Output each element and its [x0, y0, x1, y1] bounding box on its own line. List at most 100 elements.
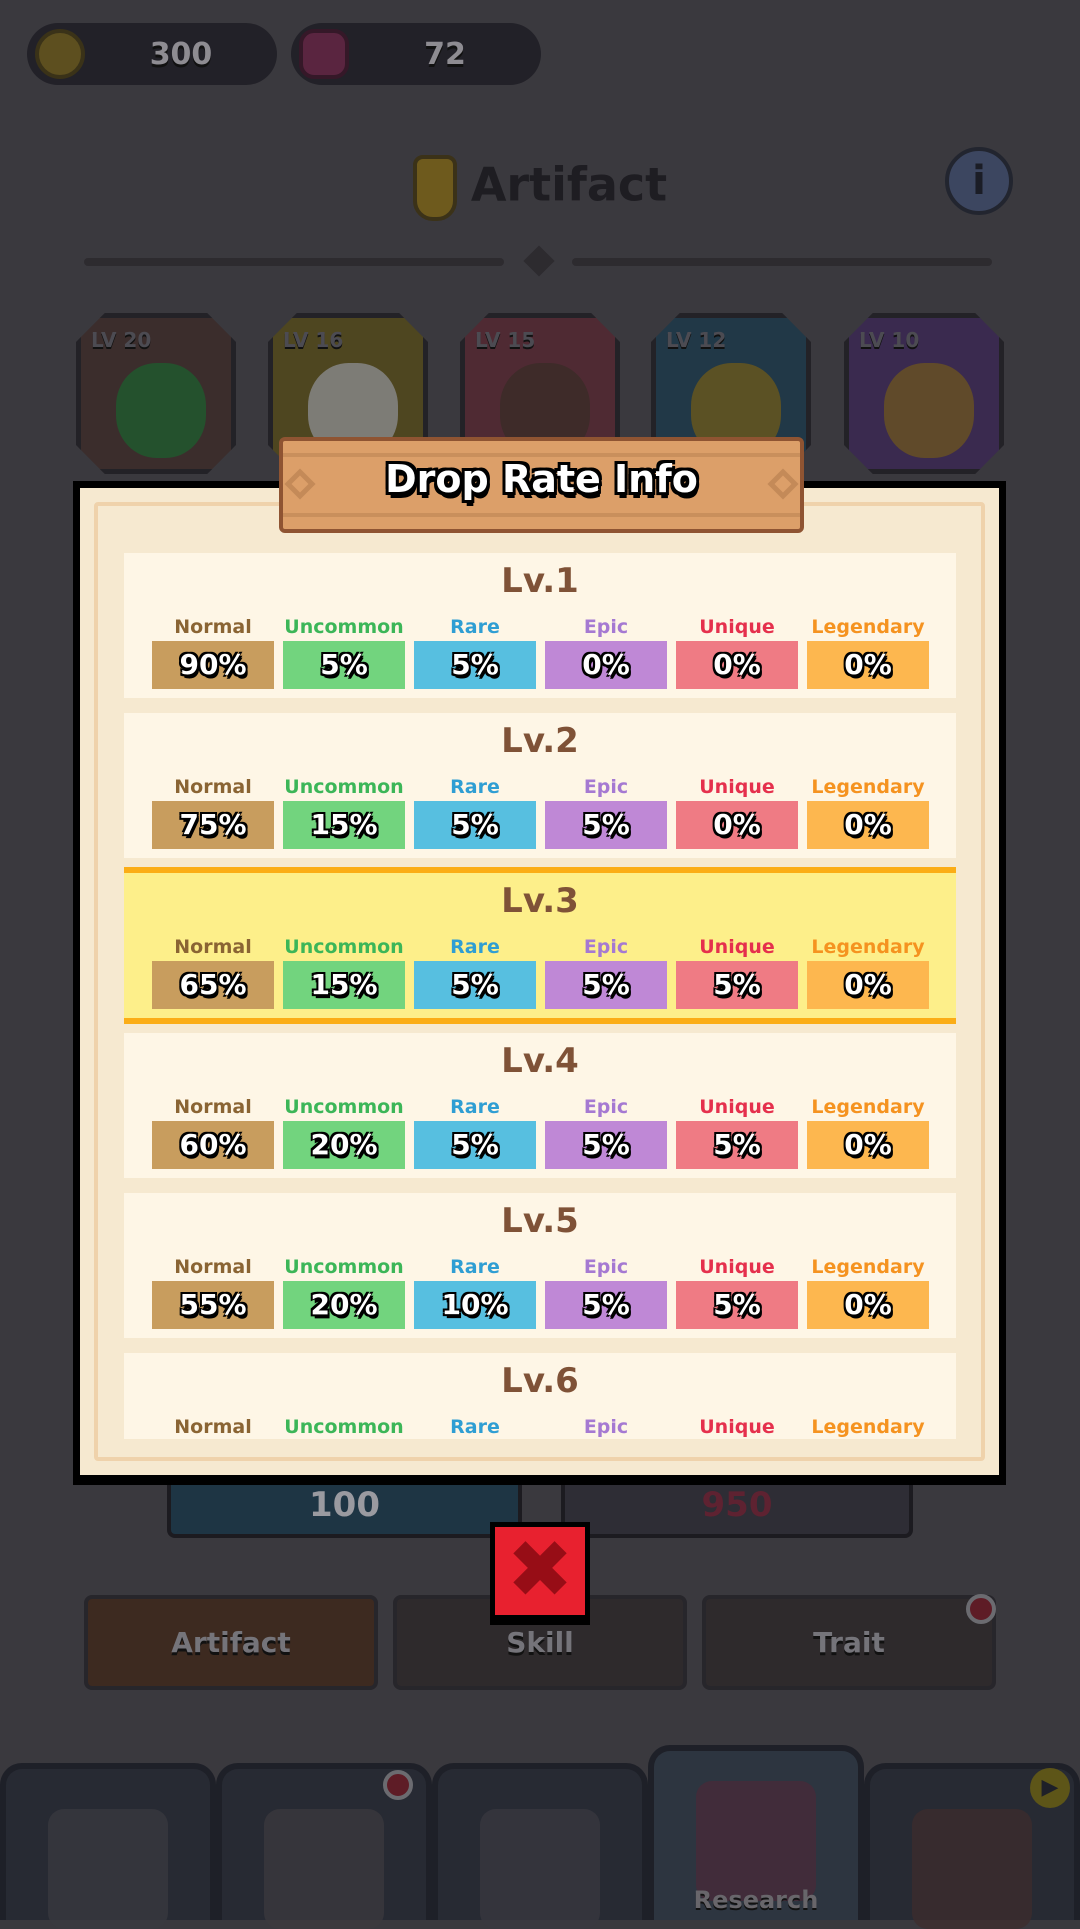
- rate-value: 0%: [807, 1121, 929, 1169]
- cost-label: 100: [309, 1485, 380, 1525]
- level-title: Lv.6: [501, 1361, 579, 1401]
- level-title: Lv.3: [501, 881, 579, 921]
- level-title: Lv.5: [501, 1201, 579, 1241]
- rate-cell: Epic 5%: [545, 774, 667, 849]
- rate-cell: Normal 90%: [152, 614, 274, 689]
- page-title: Artifact: [0, 155, 1080, 221]
- rarity-label: Rare: [450, 1256, 500, 1278]
- rate-value: 60%: [152, 1121, 274, 1169]
- buy-button-100: 100: [167, 1480, 522, 1538]
- close-x-icon: ✖: [506, 1523, 574, 1616]
- rate-value: 5%: [676, 1281, 798, 1329]
- rate-cell: Uncommon 15%: [283, 934, 405, 1009]
- rarity-label: Legendary: [811, 936, 925, 958]
- rarity-label: Unique: [699, 1256, 775, 1278]
- artifact-card: LV 10: [844, 313, 1004, 474]
- rarity-label: Epic: [583, 1096, 629, 1118]
- rarity-label: Normal: [174, 1096, 252, 1118]
- rate-value: 5%: [545, 961, 667, 1009]
- rate-value: 5%: [676, 1121, 798, 1169]
- cost-label: 950: [701, 1485, 773, 1525]
- tab-label: Artifact: [171, 1626, 291, 1659]
- rarity-label: Epic: [583, 936, 629, 958]
- artifact-level: LV 20: [91, 328, 152, 352]
- rate-cell: Legendary 0%: [807, 1094, 929, 1169]
- gem-icon: [299, 29, 349, 79]
- rate-cell: Legendary 0%: [807, 934, 929, 1009]
- rarity-label: Epic: [583, 1416, 629, 1438]
- rarity-label: Epic: [583, 616, 629, 638]
- chalice-icon: [412, 155, 457, 221]
- rarity-label: Unique: [699, 776, 775, 798]
- rate-value: 15%: [283, 961, 405, 1009]
- rate-cell: Rare: [414, 1414, 536, 1439]
- rate-cell: Rare 5%: [414, 1094, 536, 1169]
- buy-button-950: 950: [561, 1480, 913, 1538]
- rate-cell: Rare 10%: [414, 1254, 536, 1329]
- notification-dot: [383, 1770, 413, 1800]
- rarity-label: Normal: [174, 1256, 252, 1278]
- rate-cell: Uncommon 20%: [283, 1254, 405, 1329]
- info-icon[interactable]: i: [945, 147, 1013, 215]
- nav-castle[interactable]: [0, 1763, 216, 1929]
- rate-value: 0%: [807, 641, 929, 689]
- rate-cell: Legendary 0%: [807, 1254, 929, 1329]
- rarity-label: Rare: [450, 1096, 500, 1118]
- rate-value: 75%: [152, 801, 274, 849]
- notification-dot: [966, 1594, 996, 1624]
- nav-hero[interactable]: [216, 1763, 432, 1929]
- rarity-label: Uncommon: [284, 776, 404, 798]
- rate-value: 0%: [676, 801, 798, 849]
- rate-cell: Normal 65%: [152, 934, 274, 1009]
- rarity-label: Legendary: [811, 776, 925, 798]
- rate-value: 0%: [807, 1281, 929, 1329]
- nav-label: Research: [693, 1886, 819, 1914]
- rate-cell: Legendary 0%: [807, 614, 929, 689]
- rarity-label: Rare: [450, 616, 500, 638]
- modal-title: Drop Rate Info: [385, 457, 698, 501]
- rarity-label: Unique: [699, 936, 775, 958]
- tab-trait[interactable]: Trait: [702, 1595, 996, 1690]
- artifact-level: LV 10: [859, 328, 920, 352]
- tab-artifact[interactable]: Artifact: [84, 1595, 378, 1690]
- rarity-label: Normal: [174, 616, 252, 638]
- rarity-label: Uncommon: [284, 1416, 404, 1438]
- castle-icon: [48, 1809, 168, 1929]
- rarity-label: Rare: [450, 936, 500, 958]
- artifact-card: LV 20: [76, 313, 236, 474]
- tab-label: Trait: [813, 1626, 885, 1659]
- level-title: Lv.4: [501, 1041, 579, 1081]
- nav-shop[interactable]: [864, 1763, 1080, 1929]
- modal-header: Drop Rate Info: [267, 437, 816, 533]
- rate-cell: Epic 0%: [545, 614, 667, 689]
- rate-value: 65%: [152, 961, 274, 1009]
- rate-value: 55%: [152, 1281, 274, 1329]
- rarity-label: Uncommon: [284, 616, 404, 638]
- page-title-text: Artifact: [470, 157, 668, 212]
- rate-value: 15%: [283, 801, 405, 849]
- artifact-level: LV 12: [666, 328, 727, 352]
- rate-cell: Epic 5%: [545, 1094, 667, 1169]
- level-row: Lv.5 Normal 55% Uncommon 20% Rare 10% Epic 5…: [124, 1193, 956, 1338]
- level-title: Lv.1: [501, 561, 579, 601]
- rate-cell: Rare 5%: [414, 614, 536, 689]
- close-button[interactable]: ✖: [490, 1522, 590, 1625]
- rate-value: 0%: [807, 961, 929, 1009]
- nav-research[interactable]: Research: [648, 1745, 864, 1920]
- nav-battle[interactable]: [432, 1763, 648, 1929]
- rarity-label: Uncommon: [284, 1096, 404, 1118]
- level-row: Lv.3 Normal 65% Uncommon 15% Rare 5% Epic 5%…: [124, 867, 956, 1024]
- shop-stall-icon: [912, 1809, 1032, 1929]
- level-title: Lv.2: [501, 721, 579, 761]
- rate-cell: Unique 0%: [676, 774, 798, 849]
- gold-counter: 300: [27, 23, 277, 85]
- rate-value: 5%: [414, 1121, 536, 1169]
- rate-cell: Uncommon 5%: [283, 614, 405, 689]
- level-row: Lv.1 Normal 90% Uncommon 5% Rare 5% Epic 0% …: [124, 553, 956, 698]
- rarity-label: Legendary: [811, 616, 925, 638]
- crossed-swords-icon: [480, 1809, 600, 1929]
- drop-rate-list[interactable]: Lv.1 Normal 90% Uncommon 5% Rare 5% Epic 0% …: [124, 553, 956, 1439]
- artifact-icon: [116, 363, 206, 458]
- rate-cell: Legendary 0%: [807, 774, 929, 849]
- rate-cell: Normal 55%: [152, 1254, 274, 1329]
